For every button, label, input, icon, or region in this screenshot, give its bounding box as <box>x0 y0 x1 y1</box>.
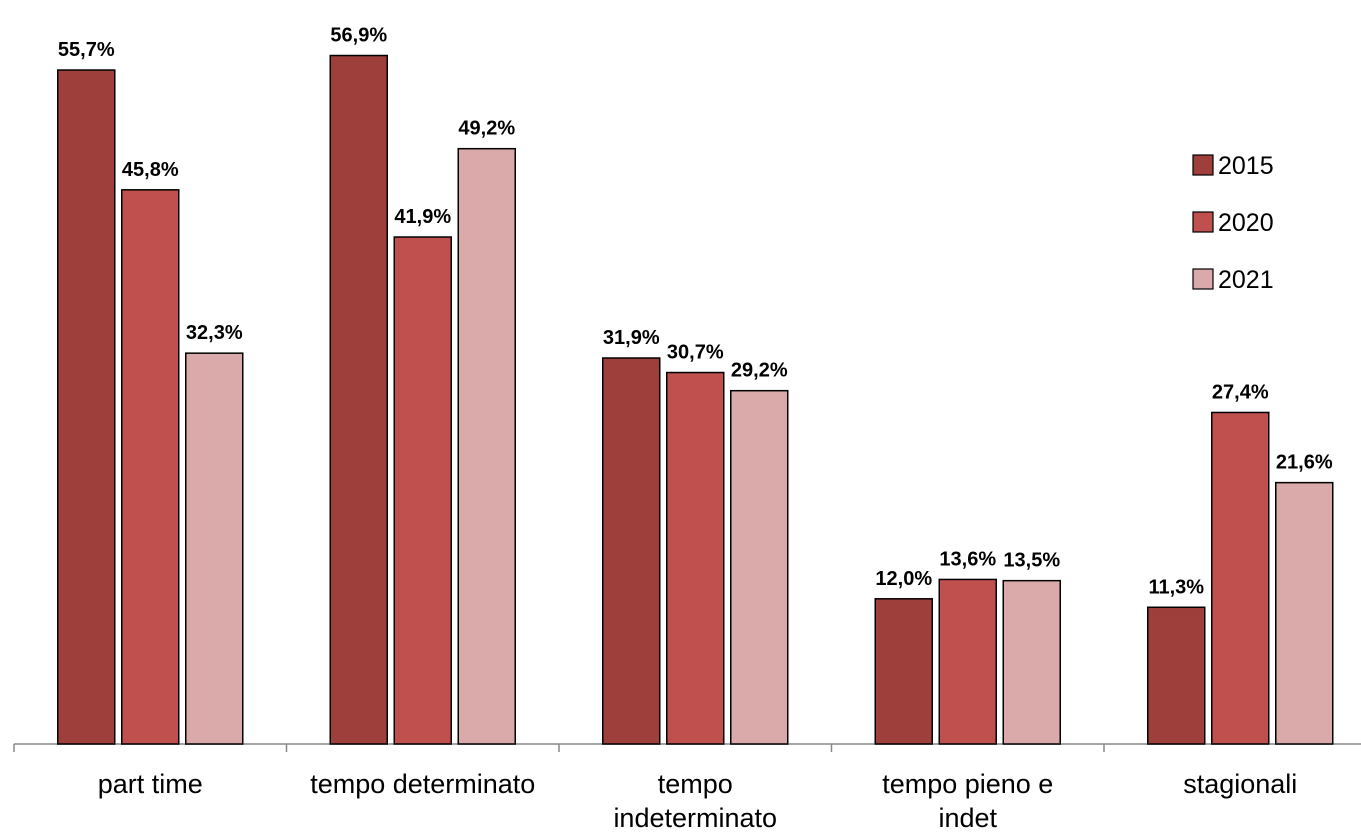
category-label-line: tempo determinato <box>310 769 535 799</box>
bar-2020-0 <box>121 189 180 745</box>
legend: 2015 2020 2021 <box>1192 152 1274 294</box>
category-label-line: stagionali <box>1183 769 1297 799</box>
bar-2015-3 <box>874 598 933 745</box>
category-label-line: part time <box>98 769 203 799</box>
data-label-2020-4: 27,4% <box>1212 381 1269 403</box>
bar-2021-0 <box>185 352 244 745</box>
bar-2015-1 <box>329 54 388 745</box>
category-label-line: indet <box>938 803 997 833</box>
category-label: tempo determinato <box>310 769 535 799</box>
legend-swatch-2021 <box>1192 268 1214 290</box>
data-label-2015-2: 31,9% <box>603 327 660 349</box>
bar-2021-1 <box>457 147 516 745</box>
data-label-2021-1: 49,2% <box>458 118 515 140</box>
category-label-line: indeterminato <box>613 803 777 833</box>
bars-group <box>57 54 1334 745</box>
bar-2015-4 <box>1147 606 1206 745</box>
legend-swatch-2020 <box>1192 211 1214 233</box>
category-label: tempo indeterminato <box>613 769 777 833</box>
bar-2021-2 <box>730 389 789 745</box>
data-label-2020-2: 30,7% <box>667 342 724 364</box>
legend-label-2020: 2020 <box>1218 209 1274 237</box>
data-label-2021-3: 13,5% <box>1003 550 1060 572</box>
bar-2021-3 <box>1002 579 1061 745</box>
data-label-2015-1: 56,9% <box>330 25 387 47</box>
legend-label-2021: 2021 <box>1218 266 1274 294</box>
x-axis-ticks <box>13 744 1105 752</box>
bar-2020-4 <box>1211 411 1270 745</box>
category-label: part time <box>98 769 203 799</box>
bar-2015-2 <box>602 357 661 745</box>
data-label-2021-2: 29,2% <box>731 360 788 382</box>
bar-2020-2 <box>666 371 725 745</box>
data-label-2015-0: 55,7% <box>58 39 115 61</box>
data-label-2021-4: 21,6% <box>1276 452 1333 474</box>
data-label-2020-0: 45,8% <box>122 159 179 181</box>
category-label: tempo pieno e indet <box>882 769 1053 833</box>
legend-swatch-2015 <box>1192 154 1214 176</box>
data-label-2020-1: 41,9% <box>394 206 451 228</box>
data-label-2021-0: 32,3% <box>186 322 243 344</box>
bar-2020-3 <box>938 578 997 745</box>
bar-2020-1 <box>393 236 452 745</box>
data-label-2015-4: 11,3% <box>1148 576 1204 598</box>
data-label-2015-3: 12,0% <box>875 568 932 590</box>
category-label-line: tempo <box>658 769 733 799</box>
bar-2021-4 <box>1275 481 1334 745</box>
category-labels-group: part time tempo determinato tempo indetermi… <box>98 769 1298 833</box>
data-labels-group: 55,7% 45,8% 32,3% 56,9% 41,9% 49,2% 31,9% 30,7%… <box>58 25 1333 599</box>
category-label: stagionali <box>1183 769 1297 799</box>
bar-2015-0 <box>57 69 116 745</box>
legend-label-2015: 2015 <box>1218 152 1274 180</box>
category-label-line: tempo pieno e <box>882 769 1053 799</box>
data-label-2020-3: 13,6% <box>939 548 996 570</box>
